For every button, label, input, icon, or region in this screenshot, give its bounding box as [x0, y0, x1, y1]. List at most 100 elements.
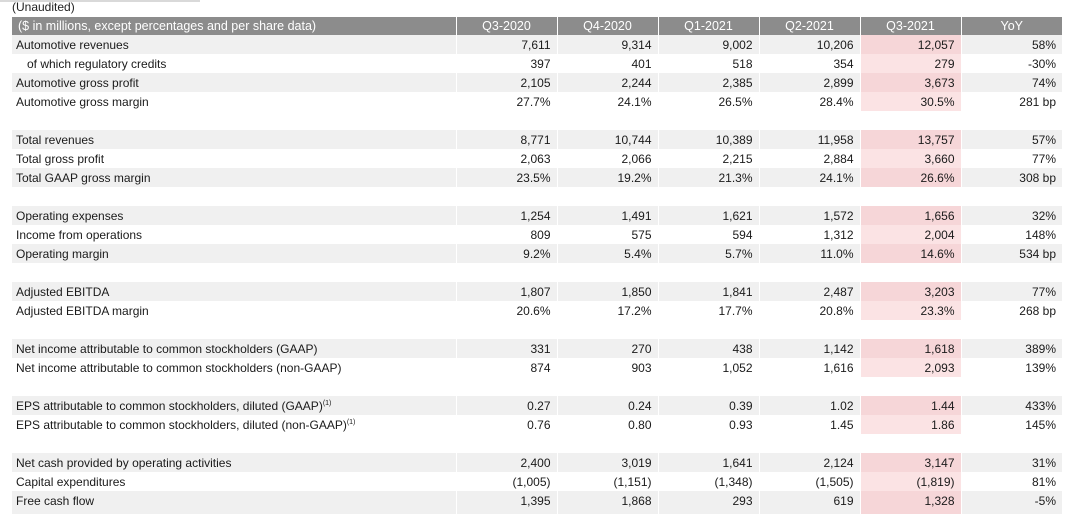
row-label: Total GAAP gross margin: [12, 168, 457, 187]
spacer-row: [12, 111, 1062, 130]
cell-value: 270: [557, 339, 659, 358]
spacer-row: [12, 320, 1062, 339]
cell-value: 2,105: [456, 73, 558, 92]
cell-value: 1,807: [456, 282, 558, 301]
table-row: Total GAAP gross margin 23.5% 19.2% 21.3…: [12, 168, 1062, 187]
table-row: Operating expenses 1,254 1,491 1,621 1,5…: [12, 206, 1062, 225]
cell-value: 2,215: [658, 149, 760, 168]
header-label: ($ in millions, except percentages and p…: [12, 17, 457, 35]
row-label: Automotive revenues: [12, 35, 457, 54]
cell-value: 1,641: [658, 453, 760, 472]
cell-yoy: 389%: [961, 339, 1062, 358]
cell-value: 2,487: [759, 282, 861, 301]
cell-value: 1,254: [456, 206, 558, 225]
cell-value: 21.3%: [658, 168, 760, 187]
cell-value: 2,385: [658, 73, 760, 92]
table-row: of which regulatory credits 397 401 518 …: [12, 54, 1062, 73]
header-q3-2021: Q3-2021: [860, 17, 962, 35]
cell-value: 9.2%: [456, 244, 558, 263]
cell-yoy: 74%: [961, 73, 1062, 92]
spacer-row: [12, 377, 1062, 396]
row-label: EPS attributable to common stockholders,…: [12, 396, 457, 415]
cell-value: 24.1%: [557, 92, 659, 111]
header-q3-2020: Q3-2020: [456, 17, 558, 35]
table-row: Total revenues 8,771 10,744 10,389 11,95…: [12, 130, 1062, 149]
top-rule: [0, 0, 200, 2]
cell-value: 619: [759, 491, 861, 510]
cell-value: 8,771: [456, 130, 558, 149]
cell-value: 23.5%: [456, 168, 558, 187]
cell-value: 1,868: [557, 491, 659, 510]
cell-value: 11.0%: [759, 244, 861, 263]
cell-value-highlighted: 279: [860, 54, 962, 73]
cell-value: 518: [658, 54, 760, 73]
cell-value: 17.7%: [658, 301, 760, 320]
cell-value: 809: [456, 225, 558, 244]
cell-value: 1,841: [658, 282, 760, 301]
cell-value: 1,142: [759, 339, 861, 358]
header-q4-2020: Q4-2020: [557, 17, 659, 35]
cell-yoy: 148%: [961, 225, 1062, 244]
cell-value: 0.27: [456, 396, 558, 415]
cell-value: 1,491: [557, 206, 659, 225]
row-label: Net income attributable to common stockh…: [12, 339, 457, 358]
row-label: Automotive gross profit: [12, 73, 457, 92]
cell-value-highlighted: 3,660: [860, 149, 962, 168]
table-row: Net cash provided by operating activitie…: [12, 453, 1062, 472]
cell-yoy: -30%: [961, 54, 1062, 73]
header-q1-2021: Q1-2021: [658, 17, 760, 35]
cell-yoy: 268 bp: [961, 301, 1062, 320]
cell-yoy: 77%: [961, 282, 1062, 301]
footnote-marker: (1): [346, 418, 356, 426]
cell-value: 354: [759, 54, 861, 73]
cell-yoy: 81%: [961, 472, 1062, 491]
row-label: Adjusted EBITDA margin: [12, 301, 457, 320]
cell-value: 874: [456, 358, 558, 377]
table-row: EPS attributable to common stockholders,…: [12, 415, 1062, 434]
table-row: Income from operations 809 575 594 1,312…: [12, 225, 1062, 244]
cell-value: 19.2%: [557, 168, 659, 187]
cell-value-highlighted: 2,004: [860, 225, 962, 244]
cell-value: 10,206: [759, 35, 861, 54]
cell-yoy: 77%: [961, 149, 1062, 168]
cell-value-highlighted: (1,819): [860, 472, 962, 491]
cell-value: 2,884: [759, 149, 861, 168]
cell-value: 0.80: [557, 415, 659, 434]
cell-value-highlighted: 1,328: [860, 491, 962, 510]
table-row: Capital expenditures (1,005) (1,151) (1,…: [12, 472, 1062, 491]
cell-value: 24.1%: [759, 168, 861, 187]
cell-value: 2,400: [456, 453, 558, 472]
row-label: of which regulatory credits: [12, 54, 457, 73]
cell-value: 28.4%: [759, 92, 861, 111]
row-label: Free cash flow: [12, 491, 457, 510]
cell-value: 20.8%: [759, 301, 861, 320]
cell-value: 438: [658, 339, 760, 358]
table-row: Automotive gross margin 27.7% 24.1% 26.5…: [12, 92, 1062, 111]
cell-yoy: 281 bp: [961, 92, 1062, 111]
cell-yoy: 534 bp: [961, 244, 1062, 263]
cell-value: 2,066: [557, 149, 659, 168]
cell-value: 331: [456, 339, 558, 358]
header-yoy: YoY: [961, 17, 1062, 35]
cell-yoy: 433%: [961, 396, 1062, 415]
cell-value: 293: [658, 491, 760, 510]
cell-value: 1,052: [658, 358, 760, 377]
cell-value-highlighted: 1,656: [860, 206, 962, 225]
cell-value: 2,899: [759, 73, 861, 92]
cell-value: 397: [456, 54, 558, 73]
cell-yoy: 308 bp: [961, 168, 1062, 187]
cell-value: 0.76: [456, 415, 558, 434]
row-label: Automotive gross margin: [12, 92, 457, 111]
row-label: Net income attributable to common stockh…: [12, 358, 457, 377]
row-label: Net cash provided by operating activitie…: [12, 453, 457, 472]
row-label: Income from operations: [12, 225, 457, 244]
cell-value: 1,616: [759, 358, 861, 377]
table-row: Net income attributable to common stockh…: [12, 358, 1062, 377]
table-row: EPS attributable to common stockholders,…: [12, 396, 1062, 415]
cell-value-highlighted: 3,147: [860, 453, 962, 472]
cell-value: 1.45: [759, 415, 861, 434]
cell-yoy: 32%: [961, 206, 1062, 225]
table-row: Free cash flow 1,395 1,868 293 619 1,328…: [12, 491, 1062, 510]
cell-value: 9,002: [658, 35, 760, 54]
cell-yoy: 57%: [961, 130, 1062, 149]
